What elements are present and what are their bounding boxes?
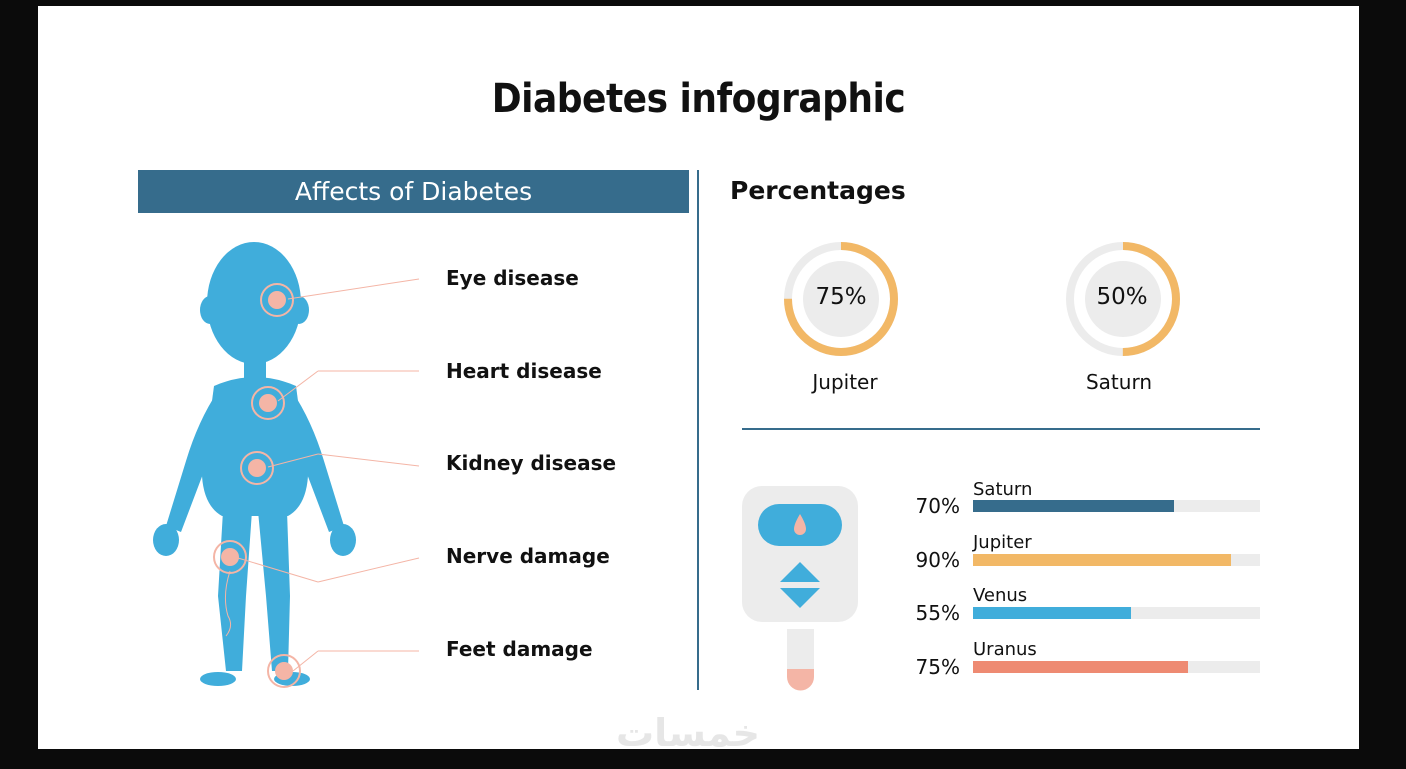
bar-value-uranus: 75% xyxy=(915,655,960,679)
slide-title: Diabetes infographic xyxy=(491,76,906,122)
bar-fill-saturn xyxy=(973,500,1174,512)
watermark-logo: خمسات xyxy=(616,711,760,755)
bar-fill-uranus xyxy=(973,661,1189,673)
label-feet-damage: Feet damage xyxy=(446,637,593,661)
donut-label-saturn: Saturn xyxy=(1085,370,1152,394)
donut-value-saturn: 50% xyxy=(1096,284,1148,310)
bar-track-venus xyxy=(973,607,1260,619)
bar-track-jupiter xyxy=(973,554,1260,566)
human-body-icon xyxy=(153,242,420,688)
bar-track-saturn xyxy=(973,500,1260,512)
label-kidney-disease: Kidney disease xyxy=(446,451,617,475)
label-nerve-damage: Nerve damage xyxy=(446,544,610,568)
bar-value-saturn: 70% xyxy=(915,494,960,518)
affects-header: Affects of Diabetes xyxy=(138,170,689,213)
bar-label-saturn: Saturn xyxy=(973,479,1033,500)
bar-fill-jupiter xyxy=(973,554,1232,566)
bar-value-jupiter: 90% xyxy=(915,548,960,572)
bar-label-venus: Venus xyxy=(973,585,1028,606)
label-heart-disease: Heart disease xyxy=(446,359,602,383)
bar-track-uranus xyxy=(973,661,1260,673)
slide: Diabetes infographic Affects of Diabetes xyxy=(38,6,1359,755)
vertical-divider xyxy=(697,170,699,690)
donut-value-jupiter: 75% xyxy=(815,284,867,310)
horizontal-divider xyxy=(742,428,1260,430)
label-eye-disease: Eye disease xyxy=(446,266,579,290)
donut-chart-jupiter xyxy=(784,242,898,356)
donut-label-jupiter: Jupiter xyxy=(812,370,878,394)
bar-label-jupiter: Jupiter xyxy=(973,532,1032,553)
donut-chart-saturn xyxy=(1066,242,1180,356)
bar-label-uranus: Uranus xyxy=(973,639,1037,660)
glucose-meter-icon xyxy=(742,486,858,691)
bar-fill-venus xyxy=(973,607,1131,619)
percentages-title: Percentages xyxy=(730,176,906,205)
bar-value-venus: 55% xyxy=(915,601,960,625)
